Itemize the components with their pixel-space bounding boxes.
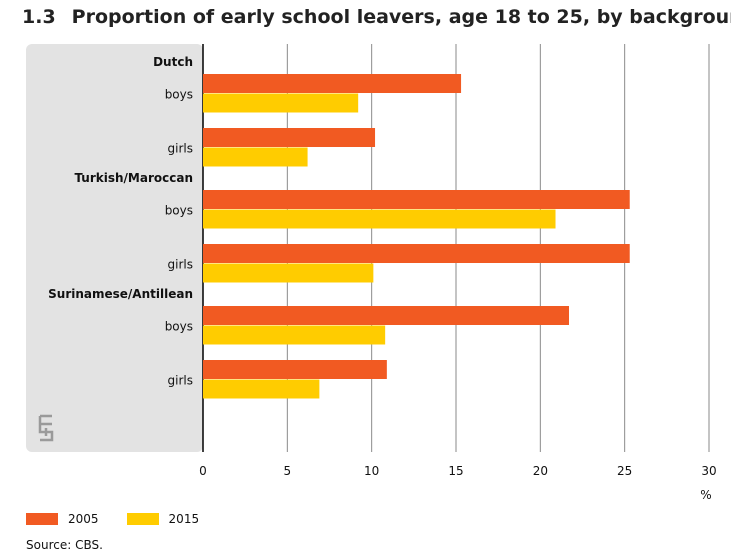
legend-label-2015: 2015 xyxy=(168,512,200,526)
x-tick-label: 30 xyxy=(701,464,716,478)
x-tick-label: 0 xyxy=(199,464,207,478)
bar xyxy=(203,379,320,399)
x-tick-label: 25 xyxy=(617,464,632,478)
bar xyxy=(203,147,308,167)
bar xyxy=(203,360,387,379)
bar xyxy=(203,128,376,147)
category-label: girls xyxy=(168,142,193,156)
x-tick-label: 15 xyxy=(448,464,463,478)
category-label: boys xyxy=(165,204,193,218)
bar xyxy=(203,263,374,283)
bar xyxy=(203,190,630,209)
bar xyxy=(203,209,556,229)
legend-swatch-2005 xyxy=(26,513,58,525)
label-panel xyxy=(26,44,203,452)
source-note: Source: CBS. xyxy=(26,538,103,552)
legend: 2005 2015 xyxy=(26,512,227,526)
bar xyxy=(203,325,386,345)
legend-item-2005: 2005 xyxy=(26,512,99,526)
legend-item-2015: 2015 xyxy=(126,512,200,526)
category-label: girls xyxy=(168,258,193,272)
category-label: girls xyxy=(168,374,193,388)
group-label: Turkish/Maroccan xyxy=(74,171,193,185)
cbs-logo xyxy=(38,414,54,442)
category-label: boys xyxy=(165,320,193,334)
x-tick-label: 10 xyxy=(364,464,379,478)
x-tick-label: 20 xyxy=(533,464,548,478)
x-tick-label: 5 xyxy=(284,464,292,478)
bar xyxy=(203,306,570,325)
bar-chart: Dutch boys girls Turkish/Maroccan boys girls S… xyxy=(26,44,717,500)
legend-swatch-2015 xyxy=(126,513,159,525)
legend-label-2005: 2005 xyxy=(68,512,99,526)
category-label: boys xyxy=(165,88,193,102)
group-label: Dutch xyxy=(153,55,193,69)
chart-number: 1.3 xyxy=(22,6,56,28)
bar xyxy=(203,93,359,113)
x-axis-unit: % xyxy=(700,488,711,500)
bar xyxy=(203,74,462,93)
bar xyxy=(203,244,630,263)
chart-title: 1.3 Proportion of early school leavers, a… xyxy=(22,6,731,28)
chart-title-text: Proportion of early school leavers, age … xyxy=(71,6,731,28)
group-label: Surinamese/Antillean xyxy=(48,287,193,301)
